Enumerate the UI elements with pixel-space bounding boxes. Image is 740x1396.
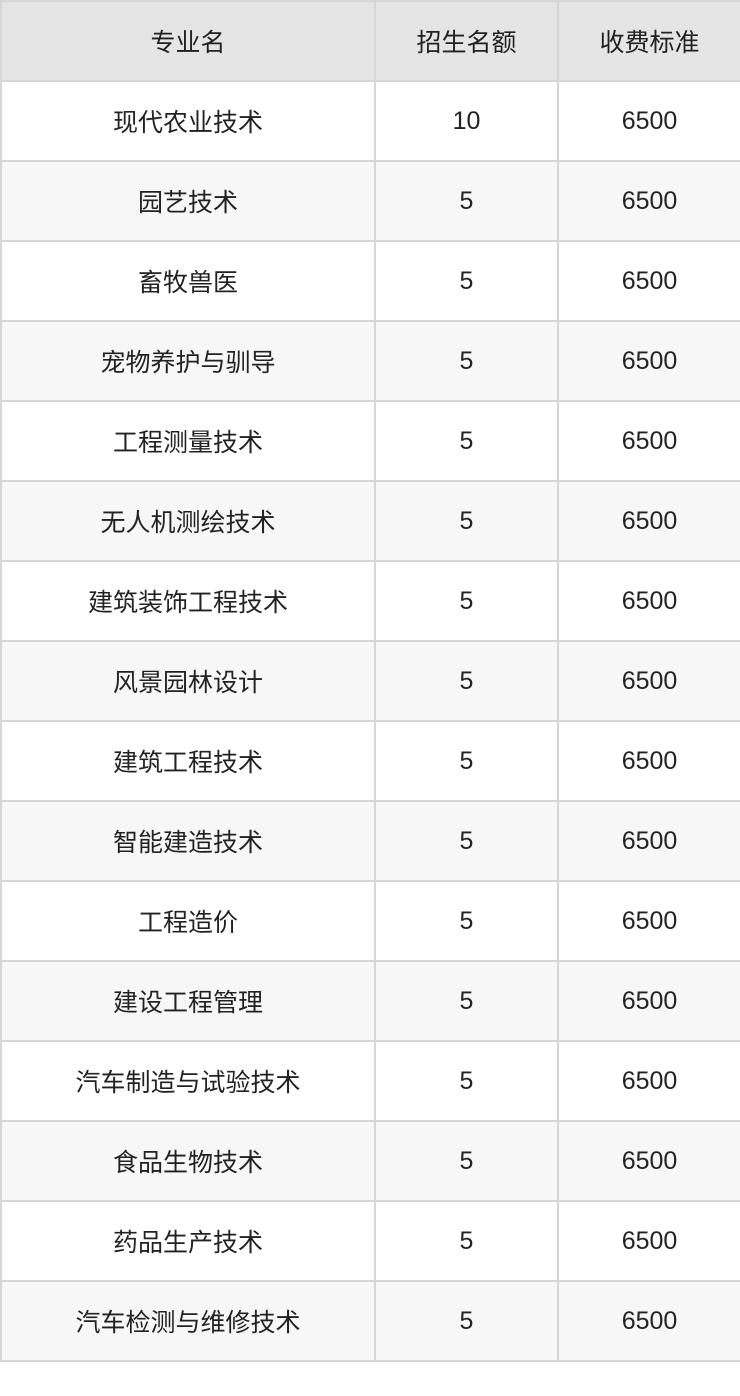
cell-major: 建设工程管理	[0, 960, 376, 1042]
table-row: 工程造价 5 6500	[0, 880, 740, 962]
cell-fee: 6500	[557, 1120, 740, 1202]
cell-fee: 6500	[557, 720, 740, 802]
table-row: 建设工程管理 5 6500	[0, 960, 740, 1042]
cell-quota: 5	[374, 880, 559, 962]
cell-major: 智能建造技术	[0, 800, 376, 882]
table-row: 智能建造技术 5 6500	[0, 800, 740, 882]
cell-quota: 5	[374, 960, 559, 1042]
table-row: 风景园林设计 5 6500	[0, 640, 740, 722]
table-row: 工程测量技术 5 6500	[0, 400, 740, 482]
cell-major: 建筑工程技术	[0, 720, 376, 802]
cell-quota: 5	[374, 1120, 559, 1202]
cell-quota: 5	[374, 160, 559, 242]
cell-quota: 5	[374, 720, 559, 802]
cell-quota: 5	[374, 640, 559, 722]
header-major: 专业名	[0, 0, 376, 82]
cell-quota: 5	[374, 1200, 559, 1282]
cell-fee: 6500	[557, 1280, 740, 1362]
cell-quota: 5	[374, 1280, 559, 1362]
cell-major: 药品生产技术	[0, 1200, 376, 1282]
cell-fee: 6500	[557, 640, 740, 722]
table-row: 汽车制造与试验技术 5 6500	[0, 1040, 740, 1122]
table-row: 汽车检测与维修技术 5 6500	[0, 1280, 740, 1362]
cell-quota: 5	[374, 240, 559, 322]
cell-major: 畜牧兽医	[0, 240, 376, 322]
cell-fee: 6500	[557, 560, 740, 642]
header-fee: 收费标准	[557, 0, 740, 82]
cell-quota: 5	[374, 1040, 559, 1122]
cell-quota: 5	[374, 320, 559, 402]
cell-major: 工程测量技术	[0, 400, 376, 482]
cell-fee: 6500	[557, 80, 740, 162]
cell-fee: 6500	[557, 800, 740, 882]
cell-fee: 6500	[557, 400, 740, 482]
cell-major: 建筑装饰工程技术	[0, 560, 376, 642]
cell-quota: 5	[374, 800, 559, 882]
table-row: 宠物养护与驯导 5 6500	[0, 320, 740, 402]
cell-fee: 6500	[557, 160, 740, 242]
cell-fee: 6500	[557, 1200, 740, 1282]
majors-table: 专业名 招生名额 收费标准 现代农业技术 10 6500 园艺技术 5 6500 畜牧兽医 5…	[0, 0, 740, 1362]
cell-fee: 6500	[557, 480, 740, 562]
table-row: 建筑装饰工程技术 5 6500	[0, 560, 740, 642]
table-row: 建筑工程技术 5 6500	[0, 720, 740, 802]
cell-major: 工程造价	[0, 880, 376, 962]
header-quota: 招生名额	[374, 0, 559, 82]
cell-major: 宠物养护与驯导	[0, 320, 376, 402]
cell-major: 园艺技术	[0, 160, 376, 242]
cell-major: 汽车制造与试验技术	[0, 1040, 376, 1122]
cell-quota: 5	[374, 480, 559, 562]
header-row: 专业名 招生名额 收费标准	[0, 0, 740, 82]
table-row: 食品生物技术 5 6500	[0, 1120, 740, 1202]
table-row: 畜牧兽医 5 6500	[0, 240, 740, 322]
table-row: 药品生产技术 5 6500	[0, 1200, 740, 1282]
cell-quota: 10	[374, 80, 559, 162]
cell-quota: 5	[374, 560, 559, 642]
cell-fee: 6500	[557, 320, 740, 402]
cell-quota: 5	[374, 400, 559, 482]
cell-major: 风景园林设计	[0, 640, 376, 722]
cell-fee: 6500	[557, 240, 740, 322]
cell-fee: 6500	[557, 880, 740, 962]
cell-major: 无人机测绘技术	[0, 480, 376, 562]
cell-major: 食品生物技术	[0, 1120, 376, 1202]
table-row: 无人机测绘技术 5 6500	[0, 480, 740, 562]
table-row: 现代农业技术 10 6500	[0, 80, 740, 162]
cell-major: 汽车检测与维修技术	[0, 1280, 376, 1362]
cell-fee: 6500	[557, 1040, 740, 1122]
cell-fee: 6500	[557, 960, 740, 1042]
cell-major: 现代农业技术	[0, 80, 376, 162]
table-row: 园艺技术 5 6500	[0, 160, 740, 242]
